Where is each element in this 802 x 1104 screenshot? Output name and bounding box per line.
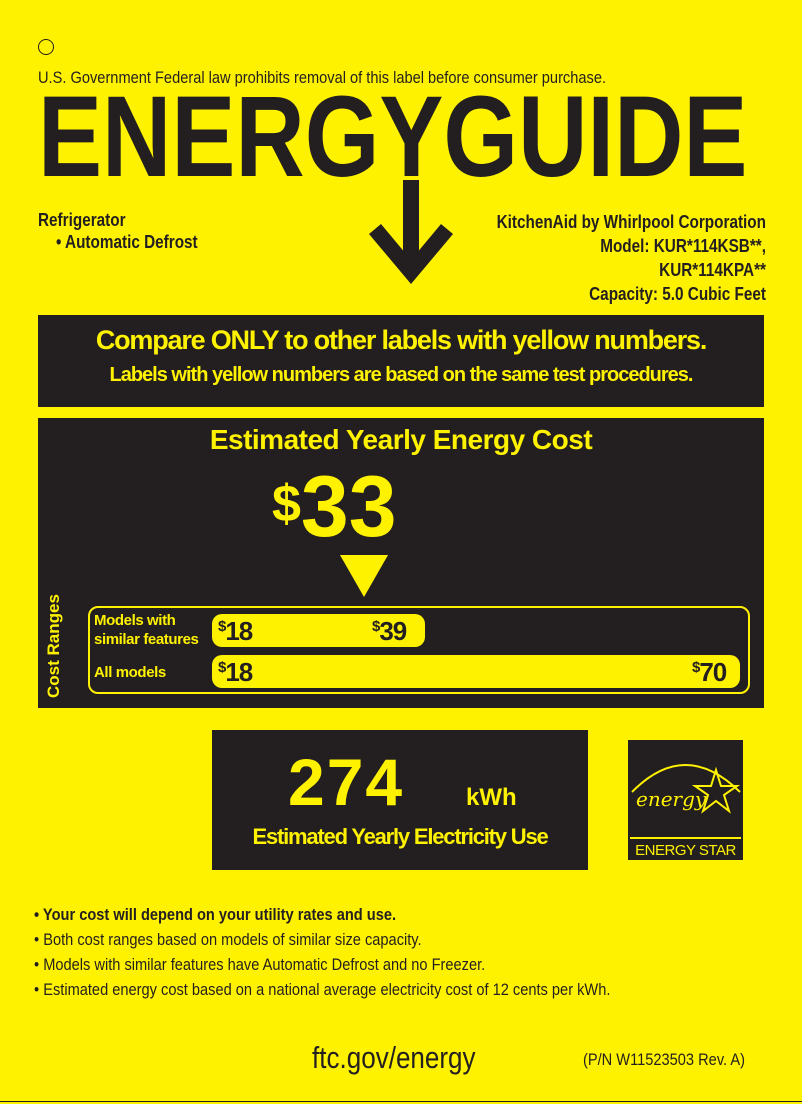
electricity-label: Estimated Yearly Electricity Use	[252, 824, 548, 849]
note-item: • Estimated energy cost based on a natio…	[34, 980, 611, 999]
compare-banner: Compare ONLY to other labels with yellow…	[38, 315, 764, 407]
kwh-unit: kWh	[466, 784, 517, 811]
appliance-feature: • Automatic Defrost	[56, 232, 198, 252]
bottom-edge-line	[0, 1101, 802, 1102]
model-line-1: Model: KUR*114KSB**,	[600, 236, 766, 256]
cost-title: Estimated Yearly Energy Cost	[209, 424, 593, 455]
cost-pointer-triangle	[340, 555, 388, 597]
model-line-2: KUR*114KPA**	[659, 260, 766, 280]
similar-models-label-1: Models with	[94, 612, 176, 629]
svg-text:energy: energy	[636, 787, 707, 811]
ftc-link[interactable]: ftc.gov/energy	[312, 1040, 476, 1075]
cost-ranges-label: Cost Ranges	[44, 594, 63, 698]
yearly-cost-panel: Estimated Yearly Energy Cost $33 Cost Ra…	[38, 418, 764, 708]
part-number: (P/N W11523503 Rev. A)	[583, 1050, 745, 1069]
cost-value: $33	[272, 459, 397, 555]
appliance-type: Refrigerator	[38, 210, 126, 230]
compare-subline: Labels with yellow numbers are based on …	[109, 364, 694, 386]
energyguide-logo: ENERGYGUIDE	[38, 72, 748, 202]
cost-ranges-box: Models with similar features $18 $39 All…	[88, 606, 750, 694]
manufacturer-name: KitchenAid by Whirlpool Corporation	[496, 212, 766, 232]
energy-star-label: ENERGY STAR	[635, 842, 736, 859]
energy-star-logo: energy ENERGY STAR	[628, 740, 743, 860]
note-item: • Models with similar features have Auto…	[34, 955, 486, 974]
legal-notice: U.S. Government Federal law prohibits re…	[38, 68, 607, 87]
similar-min: $18	[218, 616, 253, 646]
electricity-use-panel: 274 kWh Estimated Yearly Electricity Use	[212, 730, 588, 870]
kwh-value: 274	[288, 745, 405, 819]
similar-models-range-bar: $18 $39	[212, 614, 425, 647]
capacity: Capacity: 5.0 Cubic Feet	[589, 284, 766, 304]
note-item: • Your cost will depend on your utility …	[34, 905, 397, 924]
punch-hole-circle	[38, 39, 54, 55]
all-models-range-bar: $18 $70	[212, 655, 740, 688]
compare-headline: Compare ONLY to other labels with yellow…	[95, 325, 708, 355]
arrow-down-icon	[369, 180, 453, 284]
notes-list: • Your cost will depend on your utility …	[34, 902, 704, 1002]
similar-models-label-2: similar features	[94, 631, 199, 648]
all-models-label: All models	[94, 664, 166, 681]
all-min: $18	[218, 657, 253, 687]
note-item: • Both cost ranges based on models of si…	[34, 930, 422, 949]
all-max: $70	[692, 657, 727, 687]
similar-max: $39	[372, 616, 407, 646]
